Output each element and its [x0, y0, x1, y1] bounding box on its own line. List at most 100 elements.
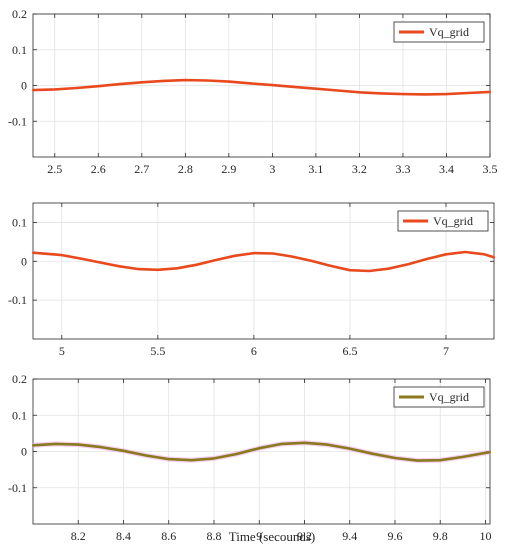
y-tick-label: 0.1 — [12, 43, 27, 57]
data-point — [439, 459, 442, 462]
x-tick-label: 6 — [251, 344, 257, 358]
x-tick-label: 2.8 — [178, 162, 193, 176]
data-point — [271, 84, 274, 87]
x-tick-label: 5 — [59, 344, 65, 358]
data-point — [122, 449, 125, 452]
data-point — [175, 267, 179, 270]
data-point — [145, 454, 148, 457]
data-point — [348, 447, 351, 450]
x-tick-label: 8.4 — [116, 529, 131, 543]
x-tick-label: 6.5 — [342, 344, 357, 358]
data-point — [314, 87, 318, 90]
data-point — [227, 80, 230, 83]
data-point — [483, 253, 486, 256]
x-tick-label: 2.9 — [221, 162, 236, 176]
x-tick-label: 5.5 — [150, 344, 165, 358]
x-tick-label: 9.8 — [433, 529, 448, 543]
data-point — [423, 93, 426, 96]
data-point — [212, 457, 216, 460]
data-point — [31, 444, 35, 447]
y-tick-label: 0.1 — [12, 408, 27, 422]
data-point — [99, 261, 102, 264]
data-point — [195, 263, 198, 266]
data-point — [291, 255, 294, 258]
data-point — [137, 267, 140, 271]
x-tick-label: 8.8 — [206, 529, 221, 543]
legend-label: Vq_grid — [429, 390, 469, 404]
y-tick-label: 0.2 — [12, 7, 27, 21]
data-point — [205, 79, 209, 82]
data-point — [162, 79, 165, 82]
y-tick-label: -0.1 — [8, 293, 27, 307]
series-line — [32, 441, 491, 462]
x-tick-label: 3.2 — [352, 162, 367, 176]
series-line — [32, 78, 491, 96]
data-point — [54, 442, 57, 445]
data-point — [358, 91, 361, 94]
data-point — [310, 259, 313, 262]
data-point — [467, 91, 470, 95]
data-point — [488, 90, 492, 94]
x-tick-label: 3.3 — [395, 162, 410, 176]
legend-label: Vq_grid — [429, 25, 469, 39]
legend-box — [393, 21, 485, 43]
data-point — [190, 459, 193, 462]
data-point — [368, 269, 371, 273]
data-point — [235, 452, 238, 456]
data-point — [167, 458, 170, 461]
x-tick-label: 3.1 — [308, 162, 323, 176]
data-point — [393, 456, 397, 460]
x-tick-label: 2.5 — [47, 162, 62, 176]
data-point — [280, 442, 283, 445]
x-tick-label: 3.4 — [439, 162, 454, 176]
data-point — [488, 451, 492, 454]
y-tick-label: -0.1 — [8, 481, 27, 495]
x-tick-label: 8.2 — [71, 529, 86, 543]
x-tick-label: 9.6 — [387, 529, 402, 543]
data-point — [401, 92, 405, 96]
data-point — [97, 85, 100, 88]
data-point — [233, 254, 236, 257]
x-tick-label: 3.5 — [483, 162, 498, 176]
x-tick-label: 9.4 — [342, 529, 357, 543]
data-point — [444, 253, 448, 256]
data-point — [140, 81, 143, 84]
data-point — [156, 268, 159, 271]
data-point — [329, 264, 332, 268]
data-point — [326, 443, 329, 446]
y-tick-label: 0.1 — [12, 215, 27, 229]
data-point — [31, 251, 35, 254]
data-point — [214, 259, 217, 262]
data-point — [252, 252, 255, 255]
data-point — [77, 443, 80, 446]
data-point — [258, 447, 261, 450]
data-point — [484, 451, 487, 455]
data-point — [79, 257, 83, 260]
legend-box — [397, 210, 489, 232]
data-point — [387, 267, 390, 270]
data-point — [118, 82, 122, 86]
data-point — [184, 79, 187, 82]
data-point — [99, 446, 102, 449]
data-point — [31, 89, 35, 92]
data-point — [272, 252, 275, 255]
y-tick-label: 0.2 — [12, 372, 27, 386]
legend-box — [393, 386, 485, 408]
data-point — [303, 441, 306, 444]
x-tick-label: 2.7 — [134, 162, 149, 176]
data-point — [406, 263, 409, 266]
data-point — [249, 82, 252, 85]
y-tick-label: -0.1 — [8, 114, 27, 128]
axes-frame — [32, 202, 495, 340]
data-point — [293, 85, 296, 89]
x-tick-label: 9.2 — [297, 529, 312, 543]
data-point — [416, 459, 419, 462]
data-point — [445, 92, 448, 96]
data-point — [492, 256, 496, 259]
subplot-1: 2.5 2.6 2.7 2.8 2.9 3 3.1 3.2 3.3 3.4 3.5 0.2 0.1 0 -0… — [8, 7, 498, 176]
x-tick-label: 8.6 — [161, 529, 176, 543]
data-point — [348, 269, 352, 272]
data-point — [60, 253, 63, 257]
x-axis-label: Time (secounds) — [229, 529, 316, 544]
